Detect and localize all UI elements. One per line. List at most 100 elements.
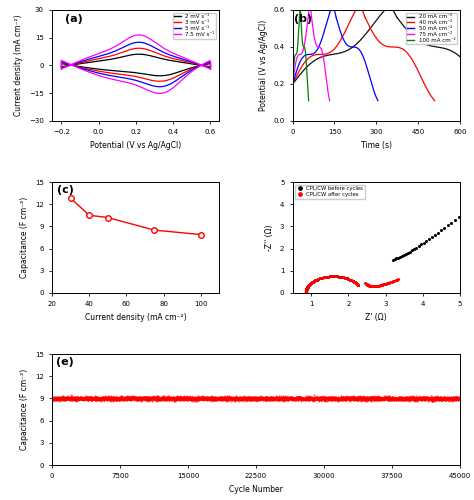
Point — [57, 394, 64, 402]
Point — [368, 392, 376, 400]
Point — [219, 395, 227, 403]
Point — [404, 394, 412, 402]
Point — [344, 394, 351, 402]
Point — [283, 395, 291, 403]
Point — [293, 394, 301, 402]
Point — [226, 394, 233, 402]
Point — [64, 394, 72, 402]
Point — [134, 394, 141, 402]
Point — [213, 394, 221, 402]
Point — [225, 394, 233, 402]
Point — [157, 393, 164, 401]
Point — [262, 396, 270, 404]
Point — [93, 394, 101, 402]
Point — [311, 394, 319, 402]
Point — [343, 394, 350, 402]
Point — [255, 396, 263, 404]
Point — [118, 394, 126, 402]
Point — [191, 394, 199, 402]
Point — [51, 395, 58, 403]
Point — [433, 392, 441, 400]
Point — [389, 392, 396, 400]
Point — [50, 396, 58, 404]
Point — [231, 394, 239, 402]
Point — [429, 395, 437, 403]
Point — [150, 394, 157, 402]
Point — [208, 393, 215, 401]
Point — [378, 395, 386, 403]
Point — [314, 393, 321, 401]
Point — [397, 394, 404, 402]
Point — [264, 394, 272, 402]
Point — [104, 394, 111, 402]
Point — [364, 394, 371, 402]
Point — [258, 395, 266, 403]
Point — [142, 396, 149, 404]
Point — [226, 394, 234, 402]
Point — [327, 394, 334, 402]
Point — [286, 393, 294, 401]
Point — [268, 394, 275, 402]
Point — [448, 396, 456, 404]
Point — [94, 394, 102, 402]
Point — [128, 394, 136, 402]
Point — [292, 394, 300, 402]
Point — [205, 394, 213, 402]
Point — [332, 393, 340, 401]
Point — [351, 396, 359, 404]
Point — [435, 394, 442, 402]
Point — [222, 395, 230, 403]
Point — [272, 394, 279, 402]
Point — [197, 396, 204, 404]
Point — [309, 394, 316, 402]
Point — [262, 394, 269, 402]
Point — [138, 395, 146, 403]
Point — [54, 394, 61, 402]
Point — [388, 394, 396, 402]
Point — [212, 396, 220, 404]
Point — [52, 394, 60, 402]
Point — [222, 394, 230, 402]
Point — [72, 395, 80, 403]
Point — [67, 394, 74, 402]
Point — [321, 393, 328, 401]
Point — [318, 394, 326, 402]
Point — [156, 395, 164, 403]
Point — [55, 394, 63, 402]
Point — [415, 394, 423, 402]
Point — [88, 394, 96, 402]
Point — [164, 394, 171, 402]
Point — [266, 394, 274, 402]
Point — [415, 394, 423, 402]
Point — [82, 394, 90, 402]
Point — [54, 394, 61, 402]
Point — [240, 394, 248, 402]
50 mA cm⁻² — [320, 33, 326, 39]
Point — [440, 395, 448, 403]
Point — [70, 395, 77, 403]
Point — [372, 394, 379, 402]
Point — [227, 394, 235, 402]
Point — [138, 394, 146, 402]
Point — [151, 394, 158, 402]
Point — [317, 394, 325, 402]
Point — [53, 394, 61, 402]
Point — [114, 394, 122, 402]
Point — [412, 396, 419, 404]
Point — [165, 392, 173, 400]
Point — [197, 394, 205, 402]
Point — [122, 394, 129, 402]
Point — [135, 393, 142, 401]
Point — [245, 394, 253, 402]
Point — [296, 393, 303, 401]
Point — [97, 395, 105, 403]
Point — [355, 392, 362, 400]
Point — [452, 394, 459, 402]
Point — [393, 395, 401, 403]
Point — [418, 394, 425, 402]
Y-axis label: Current density (mA cm⁻²): Current density (mA cm⁻²) — [14, 14, 23, 117]
Point — [203, 394, 211, 402]
Point — [155, 394, 163, 402]
Point — [450, 395, 457, 403]
Point — [340, 396, 347, 404]
